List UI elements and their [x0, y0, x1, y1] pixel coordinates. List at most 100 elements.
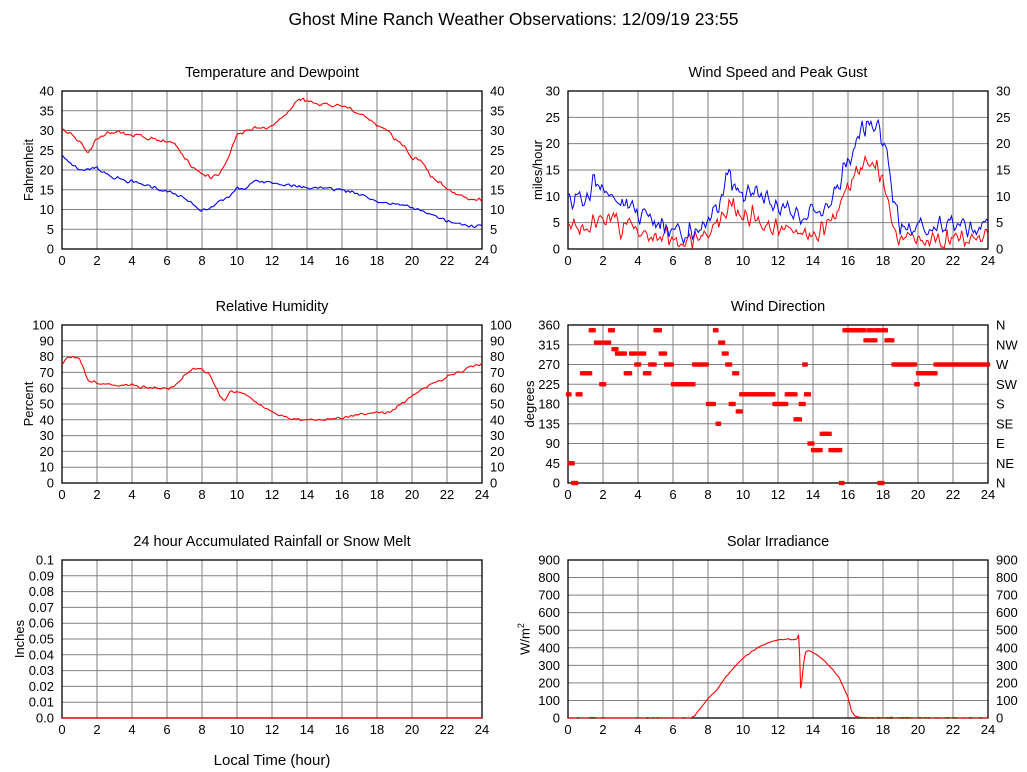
svg-text:24: 24	[475, 253, 489, 268]
svg-text:400: 400	[538, 640, 560, 655]
svg-text:16: 16	[335, 487, 349, 502]
svg-text:70: 70	[490, 365, 504, 380]
svg-text:22: 22	[946, 722, 960, 737]
svg-text:12: 12	[265, 253, 279, 268]
svg-text:12: 12	[771, 253, 785, 268]
svg-text:6: 6	[669, 253, 676, 268]
svg-text:135: 135	[538, 416, 560, 431]
svg-text:16: 16	[841, 722, 855, 737]
svg-text:700: 700	[538, 588, 560, 603]
svg-text:225: 225	[538, 377, 560, 392]
svg-text:15: 15	[490, 182, 504, 197]
svg-text:14: 14	[806, 253, 820, 268]
svg-text:10: 10	[736, 487, 750, 502]
svg-text:0: 0	[996, 242, 1003, 257]
svg-text:S: S	[996, 397, 1005, 412]
svg-text:0: 0	[490, 476, 497, 491]
svg-text:6: 6	[669, 487, 676, 502]
svg-text:E: E	[996, 436, 1005, 451]
svg-text:0.03: 0.03	[29, 663, 54, 678]
svg-text:0.06: 0.06	[29, 616, 54, 631]
svg-text:45: 45	[546, 456, 560, 471]
svg-text:22: 22	[440, 253, 454, 268]
svg-text:0: 0	[58, 253, 65, 268]
svg-text:5: 5	[553, 215, 560, 230]
svg-text:100: 100	[538, 693, 560, 708]
svg-text:315: 315	[538, 337, 560, 352]
svg-text:24: 24	[475, 487, 489, 502]
svg-text:4: 4	[128, 253, 135, 268]
svg-text:25: 25	[490, 143, 504, 158]
svg-text:18: 18	[370, 722, 384, 737]
svg-text:16: 16	[841, 253, 855, 268]
svg-text:4: 4	[128, 722, 135, 737]
svg-text:40: 40	[490, 412, 504, 427]
svg-text:20: 20	[405, 722, 419, 737]
svg-text:6: 6	[163, 253, 170, 268]
svg-text:8: 8	[704, 253, 711, 268]
svg-text:12: 12	[771, 487, 785, 502]
svg-text:600: 600	[996, 605, 1018, 620]
svg-text:0: 0	[47, 476, 54, 491]
svg-text:500: 500	[996, 623, 1018, 638]
svg-text:15: 15	[40, 182, 54, 197]
svg-text:0.1: 0.1	[36, 553, 54, 568]
svg-text:6: 6	[669, 722, 676, 737]
svg-text:8: 8	[704, 722, 711, 737]
svg-text:16: 16	[335, 253, 349, 268]
svg-text:40: 40	[40, 84, 54, 99]
svg-text:12: 12	[771, 722, 785, 737]
svg-text:8: 8	[198, 253, 205, 268]
svg-text:20: 20	[40, 163, 54, 178]
svg-text:22: 22	[440, 722, 454, 737]
svg-text:0: 0	[553, 242, 560, 257]
svg-text:6: 6	[163, 487, 170, 502]
svg-text:NW: NW	[996, 337, 1018, 352]
svg-text:24: 24	[981, 253, 995, 268]
svg-text:20: 20	[490, 444, 504, 459]
svg-text:10: 10	[546, 189, 560, 204]
svg-text:35: 35	[40, 103, 54, 118]
svg-text:0.01: 0.01	[29, 695, 54, 710]
svg-text:0.05: 0.05	[29, 632, 54, 647]
svg-text:14: 14	[300, 722, 314, 737]
svg-text:100: 100	[490, 318, 512, 333]
svg-text:400: 400	[996, 640, 1018, 655]
svg-text:80: 80	[40, 349, 54, 364]
svg-text:900: 900	[538, 553, 560, 568]
svg-text:60: 60	[40, 381, 54, 396]
svg-text:14: 14	[300, 253, 314, 268]
svg-text:20: 20	[911, 487, 925, 502]
svg-text:0: 0	[564, 722, 571, 737]
svg-text:700: 700	[996, 588, 1018, 603]
svg-text:2: 2	[599, 722, 606, 737]
svg-text:18: 18	[370, 487, 384, 502]
svg-text:0.0: 0.0	[36, 711, 54, 726]
svg-text:24: 24	[981, 722, 995, 737]
svg-text:10: 10	[230, 722, 244, 737]
svg-text:4: 4	[634, 487, 641, 502]
svg-text:25: 25	[546, 110, 560, 125]
svg-text:70: 70	[40, 365, 54, 380]
svg-text:50: 50	[40, 397, 54, 412]
svg-text:300: 300	[538, 658, 560, 673]
svg-text:0: 0	[564, 487, 571, 502]
svg-text:5: 5	[490, 222, 497, 237]
svg-text:0: 0	[58, 722, 65, 737]
svg-text:0: 0	[47, 242, 54, 257]
svg-text:10: 10	[490, 202, 504, 217]
svg-text:10: 10	[736, 253, 750, 268]
svg-text:8: 8	[704, 487, 711, 502]
svg-text:180: 180	[538, 397, 560, 412]
svg-text:90: 90	[490, 333, 504, 348]
svg-text:600: 600	[538, 605, 560, 620]
svg-text:0: 0	[553, 711, 560, 726]
svg-text:100: 100	[996, 693, 1018, 708]
svg-text:14: 14	[806, 487, 820, 502]
svg-text:16: 16	[335, 722, 349, 737]
svg-text:360: 360	[538, 318, 560, 333]
svg-text:20: 20	[911, 253, 925, 268]
svg-text:35: 35	[490, 103, 504, 118]
svg-text:20: 20	[911, 722, 925, 737]
svg-text:22: 22	[946, 253, 960, 268]
